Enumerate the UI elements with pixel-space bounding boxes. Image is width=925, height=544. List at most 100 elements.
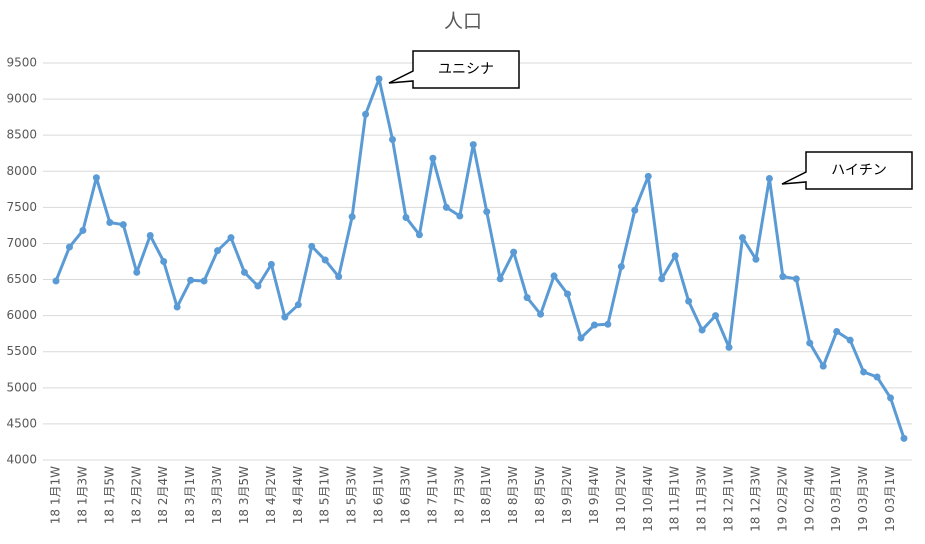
x-tick-label: 19 02月4W: [802, 466, 816, 532]
x-tick-label: 18 4月4W: [291, 466, 305, 524]
data-point: [146, 232, 154, 240]
x-tick-label: 18 6月1W: [372, 466, 386, 524]
x-tick-label: 18 7月3W: [452, 466, 466, 524]
data-point: [240, 268, 248, 276]
data-point: [469, 141, 477, 149]
data-point: [631, 206, 639, 214]
data-point: [658, 275, 666, 283]
annotation: ハイチン: [831, 163, 887, 179]
x-tick-label: 18 1月1W: [49, 466, 63, 524]
data-point: [375, 75, 383, 83]
y-tick-label: 4000: [6, 453, 37, 467]
data-point: [779, 273, 787, 281]
data-point: [119, 221, 127, 229]
x-tick-label: 18 1月3W: [75, 466, 89, 524]
x-tick-label: 19 03月1W: [883, 466, 897, 532]
annotation: ユニシナ: [438, 62, 494, 78]
data-point: [415, 231, 423, 239]
data-point: [362, 110, 370, 118]
data-point: [725, 343, 733, 351]
data-point: [335, 273, 343, 281]
x-tick-label: 18 11月1W: [668, 466, 682, 532]
data-point: [52, 277, 60, 285]
data-point: [321, 256, 329, 264]
x-tick-label: 18 7月1W: [425, 466, 439, 524]
data-point: [590, 321, 598, 329]
data-point: [173, 303, 181, 311]
data-point: [752, 255, 760, 263]
data-point: [200, 277, 208, 285]
x-tick-label: 18 5月1W: [318, 466, 332, 524]
data-point: [712, 312, 720, 320]
y-tick-label: 7000: [6, 236, 37, 250]
data-point: [133, 268, 141, 276]
y-tick-label: 5500: [6, 344, 37, 358]
data-point: [456, 212, 464, 220]
data-point: [429, 154, 437, 162]
data-point: [523, 294, 531, 302]
x-tick-label: 18 12月1W: [722, 466, 736, 532]
data-point: [644, 172, 652, 180]
x-tick-label: 18 3月1W: [183, 466, 197, 524]
data-point: [792, 275, 800, 283]
data-point: [819, 362, 827, 370]
y-tick-label: 6000: [6, 308, 37, 322]
x-tick-label: 18 10月2W: [614, 466, 628, 532]
x-tick-label: 18 5月3W: [345, 466, 359, 524]
data-point: [348, 213, 356, 221]
x-tick-label: 18 3月3W: [210, 466, 224, 524]
x-tick-label: 18 8月5W: [533, 466, 547, 524]
x-tick-label: 18 9月4W: [587, 466, 601, 524]
data-point: [510, 248, 518, 256]
data-point: [537, 310, 545, 318]
x-tick-label: 19 03月1W: [829, 466, 843, 532]
data-point: [106, 219, 114, 227]
data-point: [617, 263, 625, 271]
data-point: [900, 434, 908, 442]
data-point: [860, 368, 868, 376]
data-point: [671, 252, 679, 260]
x-tick-label: 18 8月3W: [506, 466, 520, 524]
data-point: [846, 336, 854, 344]
callout-box: [781, 151, 913, 190]
data-point: [563, 290, 571, 298]
data-point: [254, 282, 262, 290]
data-point: [267, 260, 275, 268]
data-point: [873, 373, 881, 381]
data-point: [294, 301, 302, 309]
data-point: [308, 242, 316, 250]
data-point: [281, 313, 289, 321]
callout-box: [388, 50, 520, 89]
x-tick-label: 18 2月2W: [129, 466, 143, 524]
y-tick-label: 4500: [6, 416, 37, 430]
x-tick-label: 18 3月5W: [237, 466, 251, 524]
x-tick-label: 19 03月3W: [856, 466, 870, 532]
data-point: [685, 297, 693, 305]
x-tick-label: 18 1月5W: [102, 466, 116, 524]
data-point: [214, 247, 222, 255]
x-tick-label: 18 10月4W: [641, 466, 655, 532]
data-point: [389, 136, 397, 144]
data-point: [187, 276, 195, 284]
y-tick-label: 8500: [6, 128, 37, 142]
x-tick-label: 18 6月3W: [398, 466, 412, 524]
data-point: [738, 234, 746, 242]
x-tick-label: 18 9月2W: [560, 466, 574, 524]
y-tick-label: 9000: [6, 92, 37, 106]
y-tick-label: 8000: [6, 164, 37, 178]
data-point: [806, 339, 814, 347]
data-point: [160, 258, 168, 265]
data-point: [227, 234, 235, 242]
x-tick-label: 18 11月3W: [695, 466, 709, 532]
x-tick-label: 19 02月2W: [775, 466, 789, 532]
data-point: [483, 208, 491, 216]
data-point: [550, 272, 558, 280]
data-point: [402, 213, 410, 221]
chart-title: 人口: [444, 11, 482, 33]
data-point: [442, 203, 450, 211]
y-tick-label: 6500: [6, 272, 37, 286]
data-point: [65, 243, 73, 251]
x-tick-label: 18 4月2W: [264, 466, 278, 524]
